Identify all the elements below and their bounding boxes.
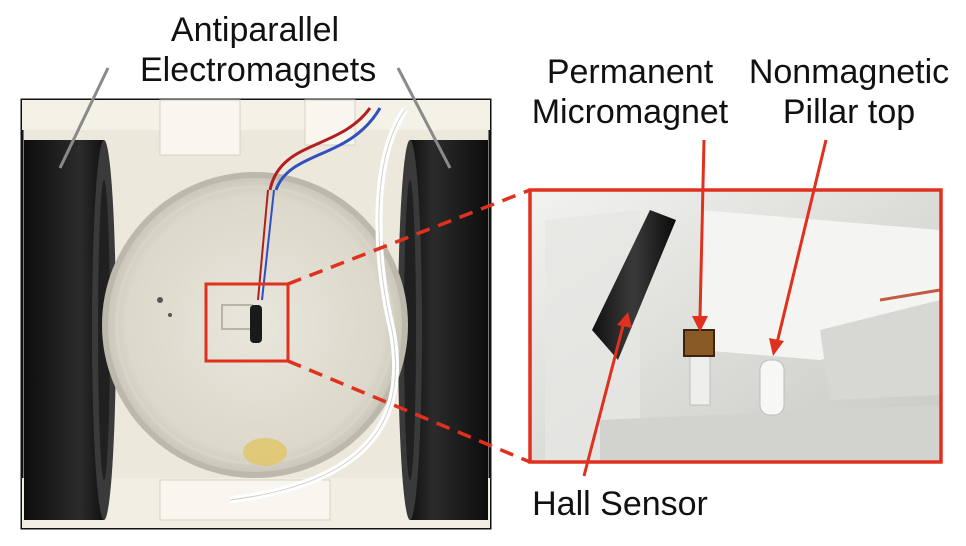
leader-left-electromagnet	[58, 67, 110, 169]
wires	[229, 107, 408, 504]
label-micromagnet-line1: Permanent	[546, 53, 714, 91]
zoom-region-box	[204, 282, 290, 363]
micromagnet-cube	[683, 329, 715, 357]
label-hall-sensor: Hall Sensor	[532, 485, 708, 523]
label-micromagnet: Permanent Micromagnet	[525, 52, 735, 132]
label-electromagnets-line2: Electromagnets	[140, 51, 377, 89]
petri-dish	[102, 172, 408, 478]
nonmagnetic-pillar	[759, 359, 785, 416]
arrow-hall-sensor	[582, 312, 632, 477]
label-micromagnet-line2: Micromagnet	[531, 93, 729, 131]
label-electromagnets: Antiparallel Electromagnets	[140, 10, 377, 90]
right-electromagnet	[398, 140, 488, 520]
label-pillar: Nonmagnetic Pillar top	[742, 52, 956, 132]
zoomed-inset	[528, 188, 943, 464]
label-pillar-line1: Nonmagnetic	[748, 53, 950, 91]
arrow-pillar	[769, 139, 828, 356]
label-pillar-line2: Pillar top	[782, 93, 916, 131]
hall-sensor-rod	[592, 210, 676, 360]
arrow-micromagnet	[692, 139, 708, 332]
label-electromagnets-line1: Antiparallel	[170, 11, 340, 49]
leader-right-electromagnet	[396, 67, 452, 169]
zoom-connector-top	[287, 188, 531, 286]
zoom-connector-bottom	[287, 359, 531, 464]
